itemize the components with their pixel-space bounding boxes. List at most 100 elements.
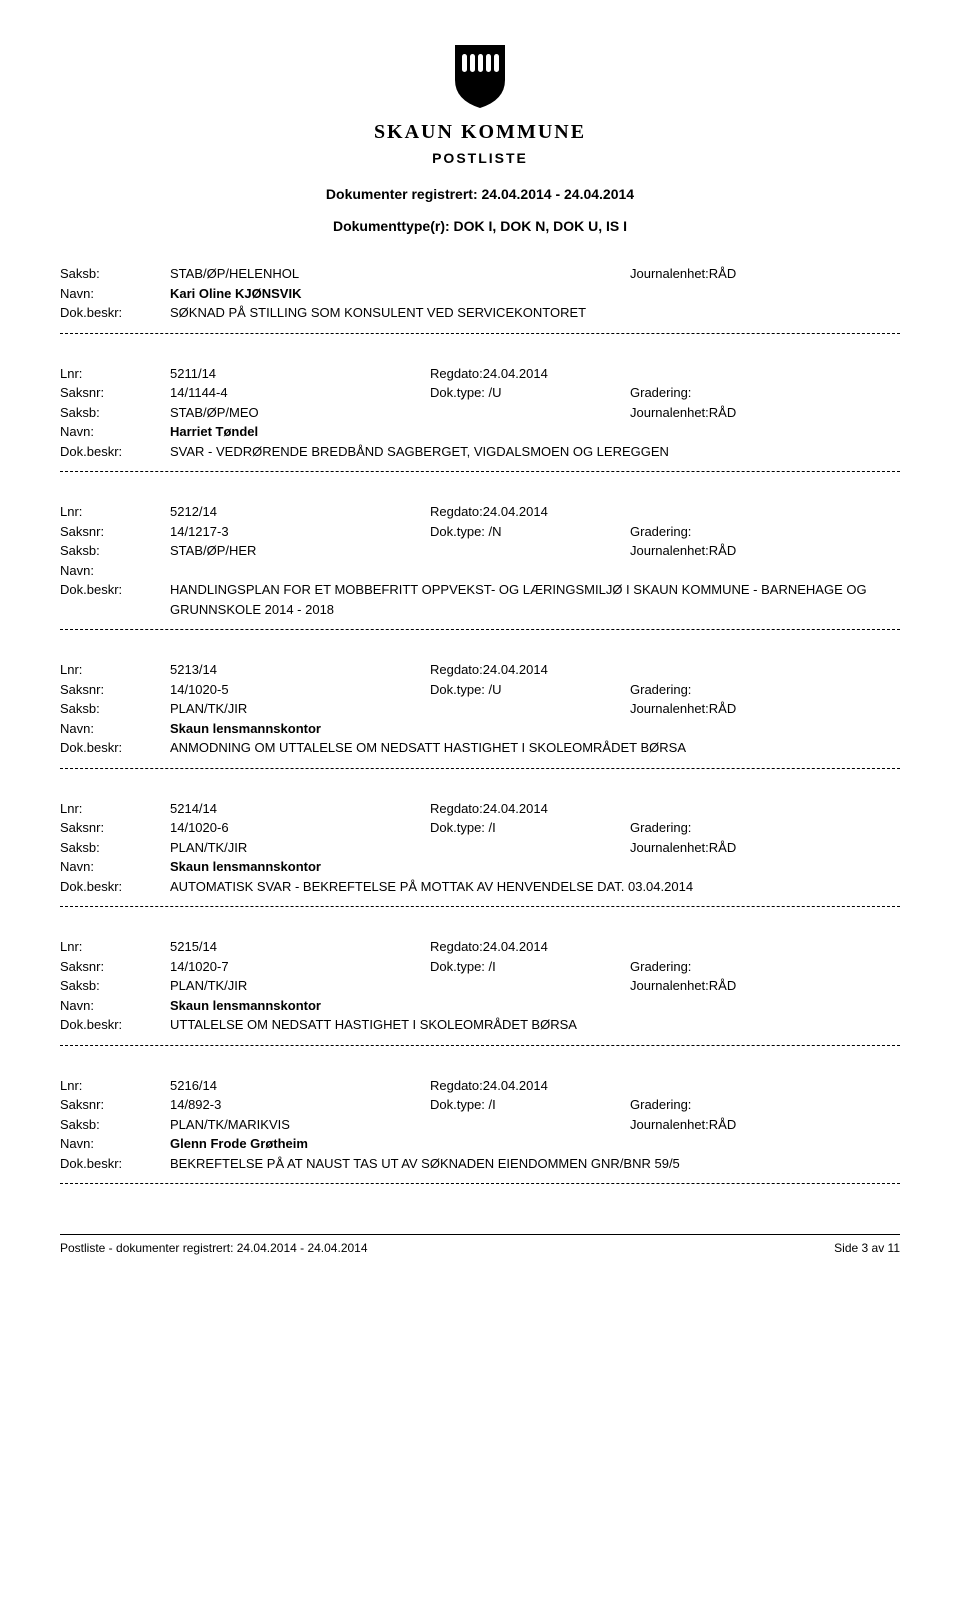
saksb-value: STAB/ØP/HER <box>170 541 430 561</box>
saksb-label: Saksb: <box>60 541 170 561</box>
saksb-value: PLAN/TK/MARIKVIS <box>170 1115 430 1135</box>
navn-value: Skaun lensmannskontor <box>170 996 900 1016</box>
saksb-label: Saksb: <box>60 403 170 423</box>
saksb-value: PLAN/TK/JIR <box>170 699 430 719</box>
saksb-value: STAB/ØP/HELENHOL <box>170 264 430 284</box>
saksnr-label: Saksnr: <box>60 957 170 977</box>
saksb-value: PLAN/TK/JIR <box>170 838 430 858</box>
dokbeskr-label: Dok.beskr: <box>60 442 170 462</box>
dokbeskr-value: AUTOMATISK SVAR - BEKREFTELSE PÅ MOTTAK … <box>170 877 900 897</box>
doktype-cell: Dok.type: /I <box>430 818 630 838</box>
lnr-label: Lnr: <box>60 364 170 384</box>
entry-row-saksnr: Saksnr: 14/1020-6 Dok.type: /I Gradering… <box>60 818 900 838</box>
lnr-value: 5216/14 <box>170 1076 430 1096</box>
journalenhet-cell: Journalenhet:RÅD <box>630 541 736 561</box>
entry-row-saksnr: Saksnr: 14/892-3 Dok.type: /I Gradering: <box>60 1095 900 1115</box>
entry-row-navn: Navn: Glenn Frode Grøtheim <box>60 1134 900 1154</box>
journalenhet-cell: Journalenhet:RÅD <box>630 1115 736 1135</box>
saksb-value: STAB/ØP/MEO <box>170 403 430 423</box>
entry-row-navn: Navn: Skaun lensmannskontor <box>60 857 900 877</box>
entry-row-navn: Navn: Skaun lensmannskontor <box>60 719 900 739</box>
entry-row-saksnr: Saksnr: 14/1020-7 Dok.type: /I Gradering… <box>60 957 900 977</box>
entry-divider <box>60 333 900 334</box>
navn-value <box>170 561 900 581</box>
navn-label: Navn: <box>60 284 170 304</box>
dokbeskr-value: HANDLINGSPLAN FOR ET MOBBEFRITT OPPVEKST… <box>170 580 900 619</box>
regdato-cell: Regdato:24.04.2014 <box>430 502 630 522</box>
lnr-label: Lnr: <box>60 937 170 957</box>
spacer <box>430 976 630 996</box>
journalenhet-cell: Journalenhet:RÅD <box>630 838 736 858</box>
saksnr-label: Saksnr: <box>60 818 170 838</box>
spacer <box>430 699 630 719</box>
entry-row-navn: Navn: Kari Oline KJØNSVIK <box>60 284 900 304</box>
entry-row-saksb: Saksb: PLAN/TK/MARIKVIS Journalenhet:RÅD <box>60 1115 900 1135</box>
saksnr-value: 14/892-3 <box>170 1095 430 1115</box>
gradering-cell: Gradering: <box>630 957 691 977</box>
doktype-cell: Dok.type: /I <box>430 1095 630 1115</box>
dokbeskr-value: SVAR - VEDRØRENDE BREDBÅND SAGBERGET, VI… <box>170 442 900 462</box>
doktype-cell: Dok.type: /N <box>430 522 630 542</box>
navn-value: Harriet Tøndel <box>170 422 900 442</box>
spacer <box>430 838 630 858</box>
dokbeskr-label: Dok.beskr: <box>60 303 170 323</box>
lnr-label: Lnr: <box>60 799 170 819</box>
entry: Lnr: 5215/14 Regdato:24.04.2014 Saksnr: … <box>60 937 900 1035</box>
dokbeskr-label: Dok.beskr: <box>60 738 170 758</box>
entry-row-dokbeskr: Dok.beskr: SØKNAD PÅ STILLING SOM KONSUL… <box>60 303 900 323</box>
dokbeskr-label: Dok.beskr: <box>60 1015 170 1035</box>
entry-row-navn: Navn: Harriet Tøndel <box>60 422 900 442</box>
gradering-cell: Gradering: <box>630 1095 691 1115</box>
gradering-cell: Gradering: <box>630 522 691 542</box>
spacer <box>430 541 630 561</box>
entry-row-dokbeskr: Dok.beskr: ANMODNING OM UTTALELSE OM NED… <box>60 738 900 758</box>
lnr-value: 5215/14 <box>170 937 430 957</box>
entry-row-saksb: Saksb: STAB/ØP/HER Journalenhet:RÅD <box>60 541 900 561</box>
dokbeskr-label: Dok.beskr: <box>60 580 170 619</box>
lnr-value: 5214/14 <box>170 799 430 819</box>
saksb-value: PLAN/TK/JIR <box>170 976 430 996</box>
gradering-cell: Gradering: <box>630 383 691 403</box>
entry-row-saksb: Saksb: PLAN/TK/JIR Journalenhet:RÅD <box>60 838 900 858</box>
dokbeskr-label: Dok.beskr: <box>60 877 170 897</box>
saksnr-label: Saksnr: <box>60 383 170 403</box>
logo-shield-icon <box>445 40 515 113</box>
saksnr-value: 14/1020-6 <box>170 818 430 838</box>
dokbeskr-value: BEKREFTELSE PÅ AT NAUST TAS UT AV SØKNAD… <box>170 1154 900 1174</box>
regdato-cell: Regdato:24.04.2014 <box>430 799 630 819</box>
dokbeskr-value: UTTALELSE OM NEDSATT HASTIGHET I SKOLEOM… <box>170 1015 900 1035</box>
saksnr-value: 14/1144-4 <box>170 383 430 403</box>
journalenhet-cell: Journalenhet:RÅD <box>630 403 736 423</box>
navn-label: Navn: <box>60 561 170 581</box>
footer-right: Side 3 av 11 <box>834 1241 900 1255</box>
entry-row-saksb: Saksb: STAB/ØP/HELENHOL Journalenhet:RÅD <box>60 264 900 284</box>
entry-divider <box>60 768 900 769</box>
regdato-cell: Regdato:24.04.2014 <box>430 364 630 384</box>
lnr-value: 5211/14 <box>170 364 430 384</box>
page-header: SKAUN KOMMUNE POSTLISTE Dokumenter regis… <box>60 40 900 234</box>
saksb-label: Saksb: <box>60 976 170 996</box>
doktype-cell: Dok.type: /I <box>430 957 630 977</box>
saksnr-label: Saksnr: <box>60 680 170 700</box>
entries-list: Saksb: STAB/ØP/HELENHOL Journalenhet:RÅD… <box>60 264 900 1184</box>
saksb-label: Saksb: <box>60 838 170 858</box>
navn-value: Kari Oline KJØNSVIK <box>170 284 900 304</box>
saksnr-value: 14/1020-7 <box>170 957 430 977</box>
entry: Lnr: 5216/14 Regdato:24.04.2014 Saksnr: … <box>60 1076 900 1174</box>
journalenhet-cell: Journalenhet:RÅD <box>630 699 736 719</box>
entry: Lnr: 5214/14 Regdato:24.04.2014 Saksnr: … <box>60 799 900 897</box>
lnr-value: 5213/14 <box>170 660 430 680</box>
entry-row-saksb: Saksb: PLAN/TK/JIR Journalenhet:RÅD <box>60 976 900 996</box>
spacer <box>430 1115 630 1135</box>
regdato-cell: Regdato:24.04.2014 <box>430 660 630 680</box>
entry-row-saksb: Saksb: STAB/ØP/MEO Journalenhet:RÅD <box>60 403 900 423</box>
entry-row-dokbeskr: Dok.beskr: BEKREFTELSE PÅ AT NAUST TAS U… <box>60 1154 900 1174</box>
entry-row-saksnr: Saksnr: 14/1217-3 Dok.type: /N Gradering… <box>60 522 900 542</box>
entry-row-lnr: Lnr: 5215/14 Regdato:24.04.2014 <box>60 937 900 957</box>
saksnr-value: 14/1217-3 <box>170 522 430 542</box>
entry-divider <box>60 1183 900 1184</box>
entry-row-dokbeskr: Dok.beskr: UTTALELSE OM NEDSATT HASTIGHE… <box>60 1015 900 1035</box>
saksb-label: Saksb: <box>60 699 170 719</box>
entry-row-saksnr: Saksnr: 14/1020-5 Dok.type: /U Gradering… <box>60 680 900 700</box>
navn-label: Navn: <box>60 996 170 1016</box>
